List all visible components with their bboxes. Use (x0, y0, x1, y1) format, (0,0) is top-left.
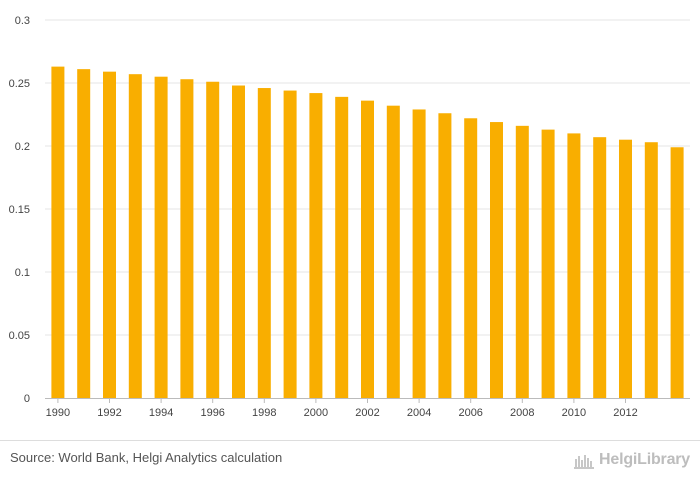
bar (51, 66, 65, 399)
bar (103, 71, 116, 398)
y-tick-label: 0.05 (9, 330, 30, 342)
bars (51, 66, 684, 399)
y-tick-label: 0.2 (15, 141, 30, 153)
bar (283, 90, 297, 398)
y-tick-label: 0.15 (9, 204, 30, 216)
bar (361, 100, 374, 398)
bar (644, 142, 658, 398)
helgi-logo-icon (574, 455, 595, 469)
bar (77, 69, 91, 398)
bar (438, 113, 452, 399)
bar (180, 79, 194, 398)
x-axis-ticks: 1990 1992 1994 1996 1998 2000 2002 2004 2006 2008… (46, 398, 638, 419)
brand-name: HelgiLibrary (599, 451, 690, 468)
x-tick-label: 2012 (613, 407, 637, 419)
y-tick-label: 0.25 (9, 78, 30, 90)
bar (335, 96, 349, 399)
bar (490, 122, 503, 398)
bar (515, 125, 529, 398)
x-tick-label: 1996 (200, 407, 224, 419)
footer-divider (0, 440, 700, 441)
bar (670, 147, 684, 398)
x-tick-label: 2006 (458, 407, 482, 419)
bar (541, 129, 555, 398)
bar (412, 109, 426, 399)
bar (309, 93, 323, 398)
x-tick-label: 1994 (149, 407, 173, 419)
x-tick-label: 2000 (304, 407, 328, 419)
bar (154, 76, 168, 398)
bar (619, 139, 632, 398)
bar (257, 88, 271, 398)
bar (232, 85, 245, 399)
x-tick-label: 2004 (407, 407, 431, 419)
y-tick-label: 0.1 (15, 267, 30, 279)
x-tick-label: 1992 (97, 407, 121, 419)
x-tick-label: 1998 (252, 407, 276, 419)
bar (464, 118, 478, 398)
bar (128, 74, 142, 399)
source-note: Source: World Bank, Helgi Analytics calc… (10, 450, 283, 465)
bar (386, 105, 400, 399)
x-tick-label: 1990 (46, 407, 70, 419)
bar-chart: 00.050.10.150.20.250.3 1990 1992 1994 1996 1… (9, 15, 690, 419)
y-tick-label: 0.3 (15, 15, 30, 27)
brand-logo: HelgiLibrary (573, 448, 690, 472)
x-tick-label: 2008 (510, 407, 534, 419)
y-axis-ticks: 0 0.05 0.1 0.15 0.2 0.25 0.3 (9, 15, 30, 405)
bar (567, 133, 581, 398)
x-tick-label: 2010 (562, 407, 586, 419)
bar (206, 81, 220, 399)
bar (593, 137, 607, 398)
x-tick-label: 2002 (355, 407, 379, 419)
y-tick-label: 0 (24, 393, 30, 405)
